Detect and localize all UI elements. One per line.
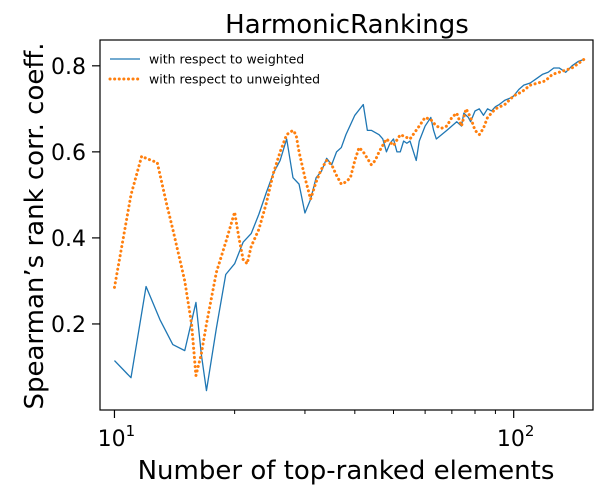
series-line-1 [113,58,585,392]
y-tick-label: 0.8 [51,55,86,80]
legend: with respect to weighted with respect to… [108,52,320,87]
legend-label-unweighted: with respect to unweighted [149,72,320,87]
plot-frame [99,39,594,411]
y-tick-label: 0.6 [51,141,86,166]
y-axis-label: Spearman’s rank corr. coeff. [20,42,50,409]
legend-label-weighted: with respect to weighted [149,52,304,67]
x-axis: 101 102 [98,410,535,452]
y-tick-label: 0.2 [51,313,86,338]
y-tick-label: 0.4 [51,227,86,252]
plot-lines [112,57,586,392]
y-axis: 0.2 0.4 0.6 0.8 [51,55,100,338]
x-axis-label: Number of top-ranked elements [138,456,555,486]
series-line-2 [112,57,586,376]
chart-title: HarmonicRankings [225,10,469,40]
x-tick-label: 101 [98,422,136,452]
x-tick-label: 102 [497,422,535,452]
